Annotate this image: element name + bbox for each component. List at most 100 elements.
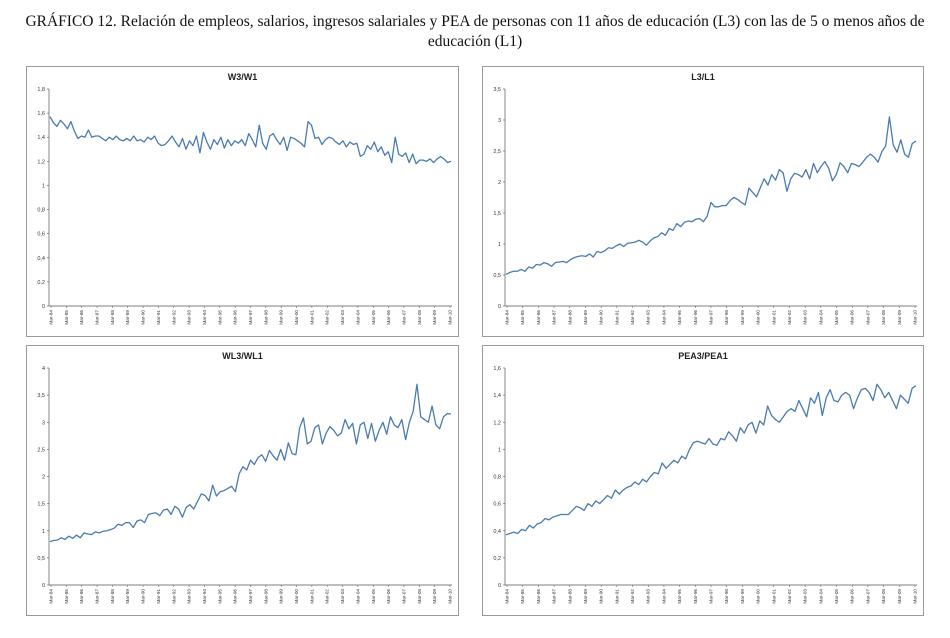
y-tick-label: 1,4 (493, 393, 501, 399)
x-tick-label: Mar-98 (263, 589, 268, 604)
y-tick-label: 1,4 (37, 135, 45, 141)
y-tick-label: 0,2 (493, 556, 501, 562)
x-tick-label: Mar-89 (583, 310, 588, 325)
x-tick-label: Mar-93 (187, 589, 192, 604)
chart-panel-w3-w1: W3/W1 0 0,2 0,4 0,6 0,8 1 1,2 1,4 1,6 1,8 Mar-84 Mar… (26, 66, 459, 337)
x-tick-label: Mar-89 (125, 589, 130, 604)
y-tick-label: 3 (498, 118, 501, 124)
x-tick-label: Mar-90 (599, 589, 604, 604)
y-tick-label: 0,4 (493, 529, 501, 535)
x-tick-label: Mar-05 (834, 589, 839, 604)
x-tick-label: Mar-99 (740, 589, 745, 604)
y-tick-label: 1,5 (493, 211, 501, 217)
x-tick-label: Mar-87 (552, 589, 557, 604)
x-tick-label: Mar-08 (417, 310, 422, 325)
x-tick-label: Mar-91 (156, 310, 161, 325)
chart-panel-pea3-pea1: PEA3/PEA1 0 0,2 0,4 0,6 0,8 1 1,2 1,4 1,6 Mar-84 Ma… (482, 345, 924, 616)
x-tick-label: Mar-95 (217, 589, 222, 604)
x-tick-label: Mar-88 (110, 310, 115, 325)
y-tick-label: 0 (42, 583, 45, 589)
x-tick-label: Mar-97 (709, 589, 714, 604)
x-tick-label: Mar-06 (850, 589, 855, 604)
x-tick-label: Mar-01 (309, 310, 314, 325)
x-tick-label: Mar-86 (79, 310, 84, 325)
x-tick-label: Mar-00 (294, 589, 299, 604)
x-tick-label: Mar-07 (401, 310, 406, 325)
x-tick-label: Mar-07 (865, 589, 870, 604)
x-tick-label: Mar-87 (95, 310, 100, 325)
y-tick-label: 0,2 (37, 280, 45, 286)
y-tick-label: 1,6 (493, 366, 501, 372)
y-tick-label: 1,2 (493, 420, 501, 426)
x-tick-label: Mar-86 (79, 589, 84, 604)
y-tick-label: 0,5 (493, 273, 501, 279)
y-tick-label: 1 (498, 447, 501, 453)
y-tick-label: 4 (42, 366, 45, 372)
x-tick-label: Mar-99 (740, 310, 745, 325)
chart-panel-l3-l1: L3/L1 0 0,5 1 1,5 2 2,5 3 3,5 Mar-84 Mar-85 Mar-86 M… (482, 66, 924, 337)
x-tick-label: Mar-07 (401, 589, 406, 604)
chart-title: W3/W1 (228, 72, 258, 82)
x-tick-label: Mar-96 (693, 310, 698, 325)
chart-svg: PEA3/PEA1 0 0,2 0,4 0,6 0,8 1 1,2 1,4 1,6 Mar-84 Ma… (493, 351, 918, 604)
x-tick-label: Mar-84 (505, 589, 510, 604)
y-tick-label: 1,2 (37, 159, 45, 165)
page-title: GRÁFICO 12. Relación de empleos, salario… (25, 13, 925, 50)
x-tick-label: Mar-92 (630, 589, 635, 604)
x-tick-label: Mar-03 (340, 589, 345, 604)
x-tick-label: Mar-02 (325, 310, 330, 325)
x-tick-label: Mar-93 (187, 310, 192, 325)
x-tick-label: Mar-04 (355, 310, 360, 325)
x-tick-label: Mar-04 (818, 310, 823, 325)
x-tick-label: Mar-90 (141, 589, 146, 604)
x-tick-label: Mar-87 (552, 310, 557, 325)
x-tick-label: Mar-85 (520, 589, 525, 604)
series-line (49, 116, 452, 165)
x-tick-label: Mar-00 (294, 310, 299, 325)
y-tick-label: 2 (498, 180, 501, 186)
x-tick-label: Mar-90 (599, 310, 604, 325)
x-tick-label: Mar-89 (125, 310, 130, 325)
x-tick-label: Mar-91 (614, 310, 619, 325)
x-tick-label: Mar-99 (279, 589, 284, 604)
x-tick-label: Mar-10 (913, 589, 918, 604)
y-tick-label: 0,5 (37, 556, 45, 562)
x-tick-label: Mar-84 (49, 589, 54, 604)
x-tick-label: Mar-06 (850, 310, 855, 325)
x-tick-label: Mar-94 (661, 310, 666, 325)
y-tick-label: 0 (42, 304, 45, 310)
y-tick-label: 2,5 (493, 149, 501, 155)
x-tick-label: Mar-97 (248, 310, 253, 325)
x-tick-label: Mar-10 (913, 310, 918, 325)
x-tick-label: Mar-03 (803, 310, 808, 325)
y-tick-label: 1 (42, 183, 45, 189)
x-tick-label: Mar-07 (865, 310, 870, 325)
y-tick-label: 3,5 (493, 87, 501, 93)
chart-title: PEA3/PEA1 (678, 351, 728, 361)
x-tick-label: Mar-92 (171, 589, 176, 604)
x-tick-label: Mar-88 (567, 589, 572, 604)
y-tick-label: 0,6 (493, 502, 501, 508)
x-tick-label: Mar-08 (881, 310, 886, 325)
x-tick-label: Mar-85 (520, 310, 525, 325)
chart-title: L3/L1 (691, 72, 715, 82)
y-tick-label: 1,6 (37, 111, 45, 117)
y-tick-label: 0,6 (37, 232, 45, 238)
x-tick-label: Mar-96 (233, 310, 238, 325)
x-tick-label: Mar-00 (756, 589, 761, 604)
y-tick-label: 1,5 (37, 502, 45, 508)
series-line (505, 383, 917, 536)
series-line (505, 116, 917, 275)
x-tick-label: Mar-88 (110, 589, 115, 604)
y-tick-label: 0 (498, 304, 501, 310)
x-tick-label: Mar-10 (448, 310, 453, 325)
x-tick-label: Mar-85 (64, 310, 69, 325)
x-tick-label: Mar-96 (233, 589, 238, 604)
x-tick-label: Mar-95 (677, 589, 682, 604)
x-tick-label: Mar-99 (279, 310, 284, 325)
y-tick-label: 3 (42, 420, 45, 426)
x-tick-label: Mar-09 (897, 310, 902, 325)
x-tick-label: Mar-02 (787, 310, 792, 325)
x-tick-label: Mar-05 (371, 589, 376, 604)
x-tick-label: Mar-91 (614, 589, 619, 604)
